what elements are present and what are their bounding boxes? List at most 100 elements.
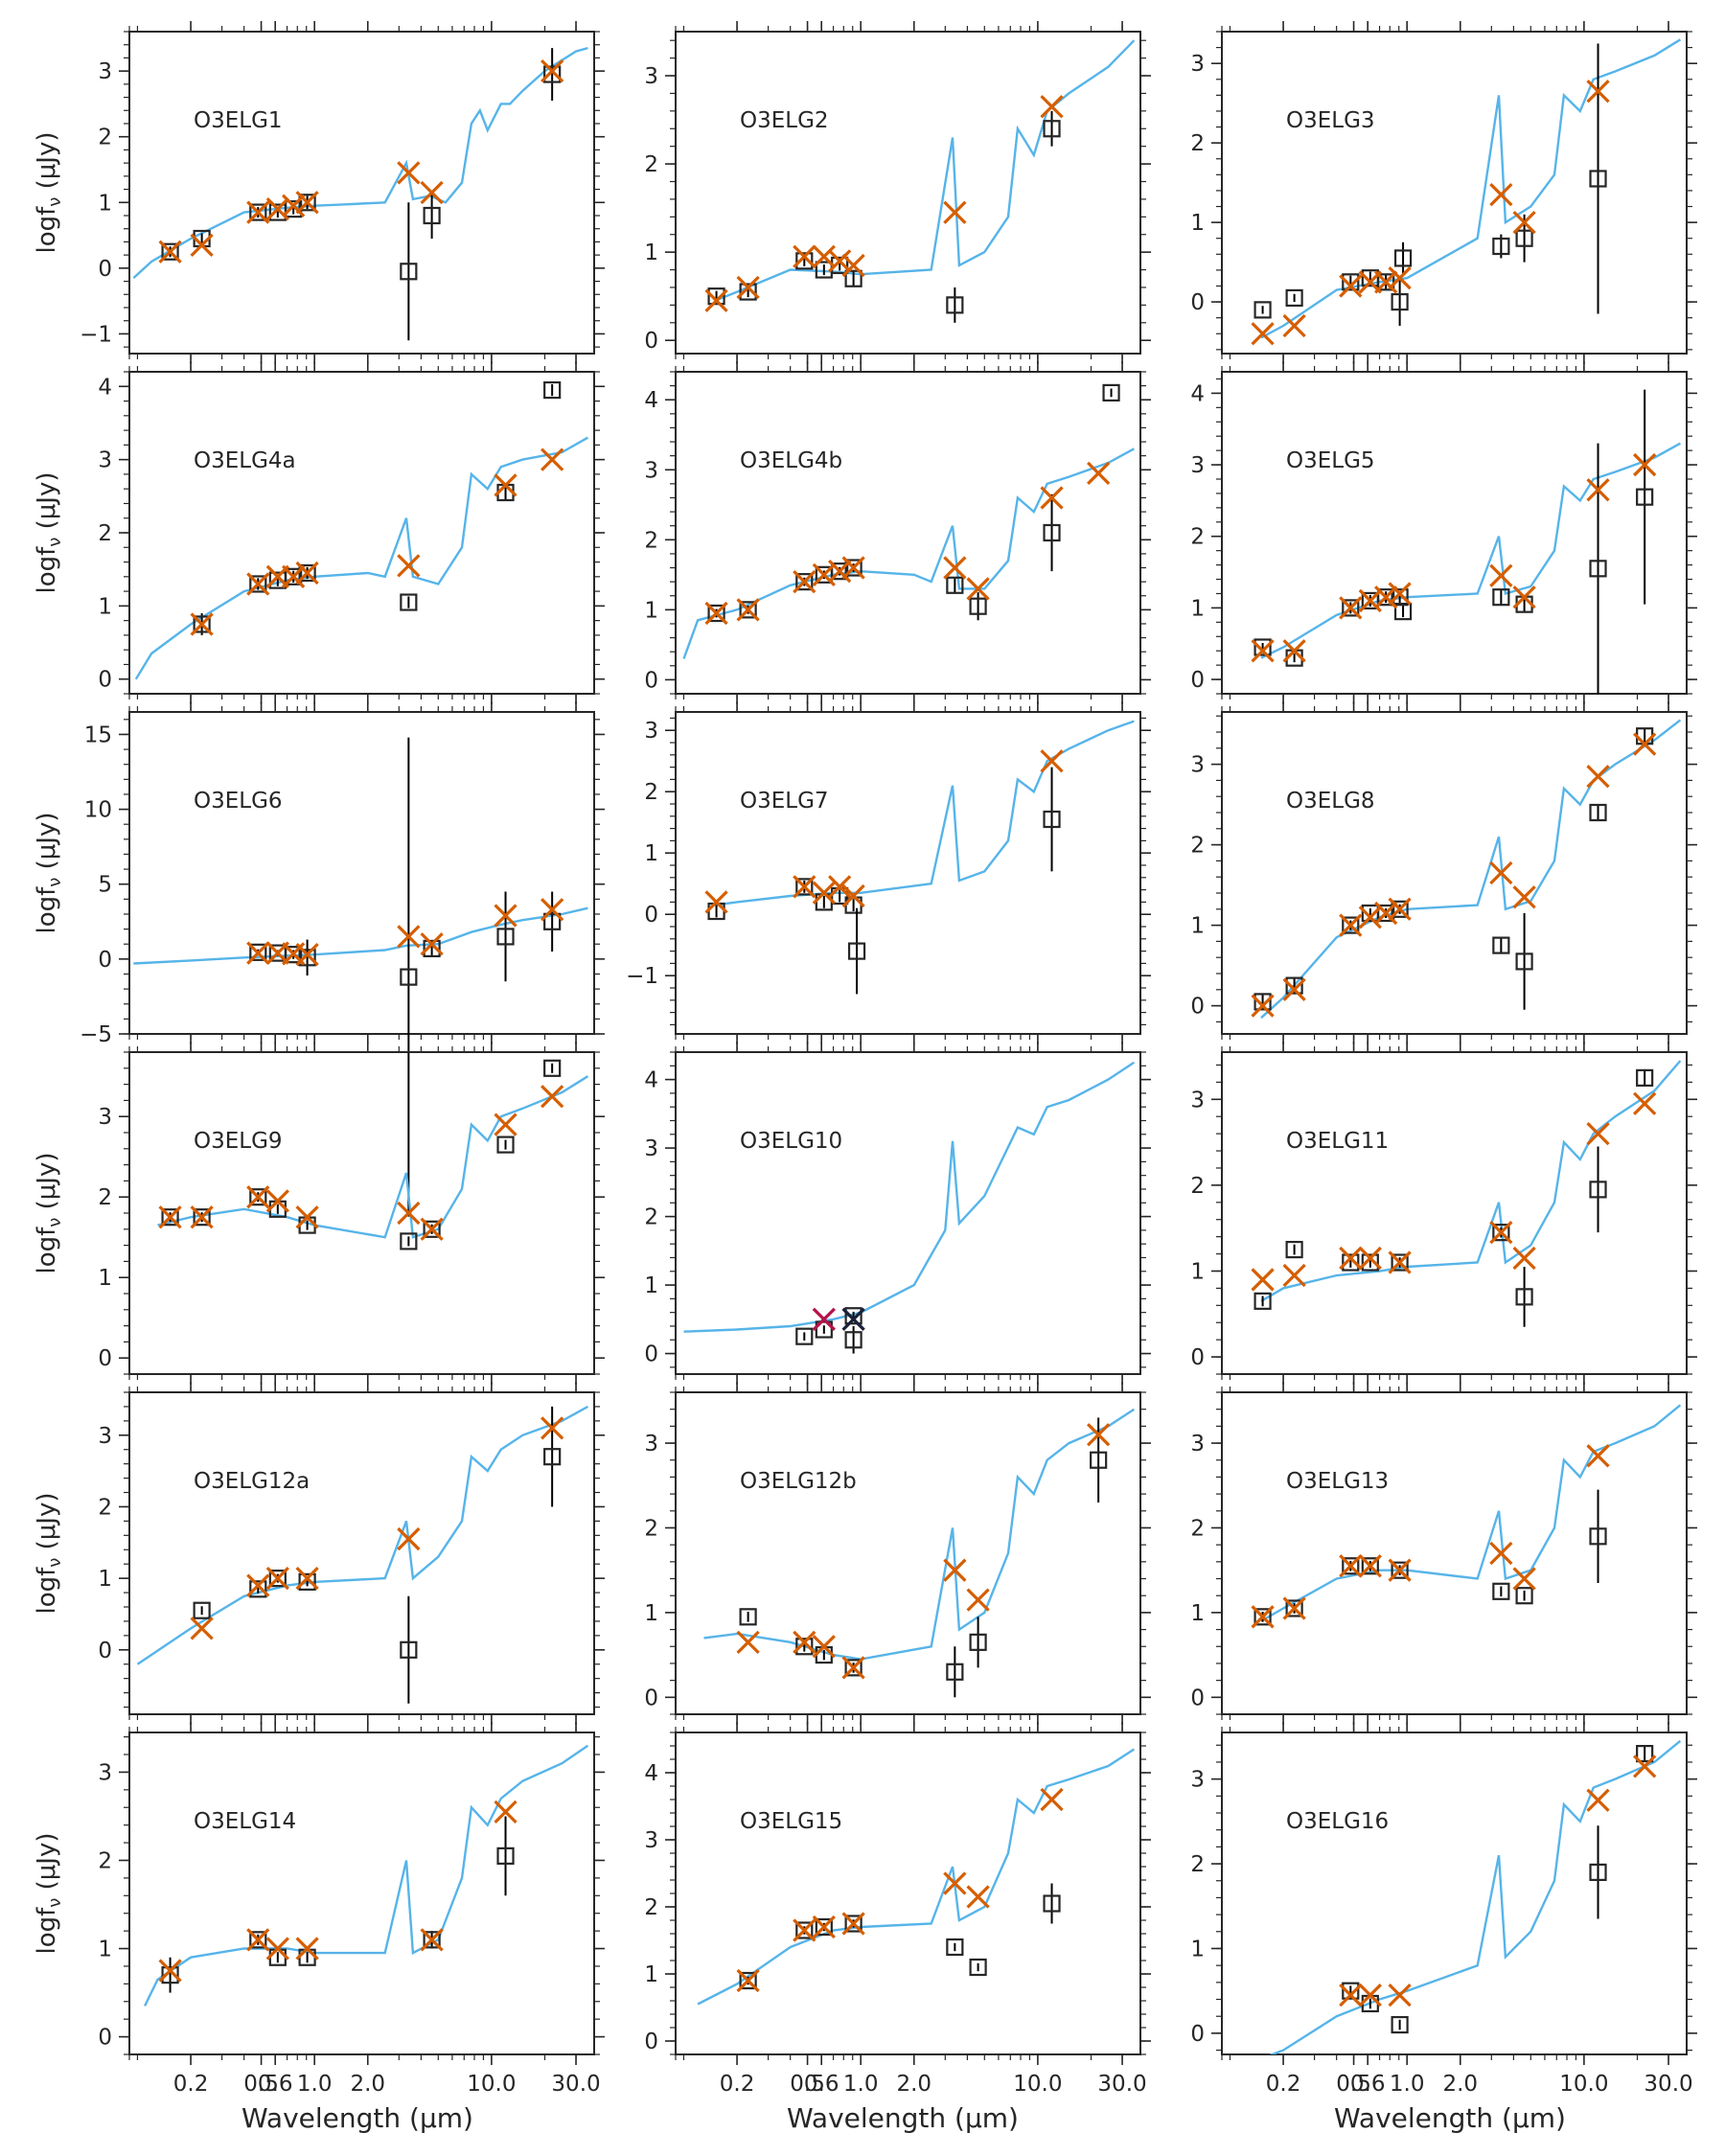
model-photometry-point xyxy=(1251,1268,1275,1292)
observed-point xyxy=(400,263,418,281)
panel-title: O3ELG6 xyxy=(194,789,283,814)
x-tick-label: 10.0 xyxy=(1013,2072,1062,2097)
sed-panel-o3elg15: 0.2 0.50.6 1.0 2.0 10.0 30.0 0 1 2 3 4 O3ELG15 xyxy=(644,1722,1151,2097)
sed-panel-o3elg2: 0 1 2 3 O3ELG2 xyxy=(644,21,1151,364)
y-axis-label: logfν (μJy) xyxy=(33,812,65,933)
observed-point xyxy=(844,1915,862,1933)
model-photometry-point xyxy=(190,1205,214,1229)
model-photometry-point xyxy=(943,1558,967,1582)
observed-point xyxy=(1043,523,1061,542)
y-tick-label: 2 xyxy=(644,1516,658,1541)
model-photometry-point xyxy=(1358,906,1382,929)
sed-panel-o3elg14: 0.2 0.50.6 1.0 2.0 10.0 30.0 0 1 2 3 logfν (μJy) O3… xyxy=(33,1722,605,2097)
y-tick-label: 0 xyxy=(1190,1345,1205,1370)
x-tick-label: 0.2 xyxy=(720,2072,755,2097)
model-photometry-point xyxy=(397,554,421,578)
observed-point xyxy=(298,1572,316,1591)
observed-point xyxy=(1102,383,1120,402)
x-tick-label: 2.0 xyxy=(896,2072,932,2097)
model-photometry-point xyxy=(420,1217,444,1241)
model-photometry-point xyxy=(158,240,182,264)
model-photometry-point xyxy=(246,572,270,596)
sed-panel-o3elg12b: 0 1 2 3 O3ELG12b xyxy=(644,1382,1151,1725)
y-tick-label: 1 xyxy=(98,1266,112,1291)
sed-panel-o3elg3: 0 1 2 3 O3ELG3 xyxy=(1190,21,1697,364)
observed-point xyxy=(1342,916,1360,934)
model-photometry-point xyxy=(295,1937,319,1961)
y-tick-label: 2 xyxy=(644,780,658,805)
model-sed-line xyxy=(144,1744,589,2007)
observed-point xyxy=(707,604,725,623)
model-photometry-point xyxy=(1282,1263,1306,1288)
observed-point xyxy=(1636,1745,1654,1763)
model-photometry-point xyxy=(793,244,816,268)
panel-title: O3ELG16 xyxy=(1286,1809,1389,1834)
model-photometry-point xyxy=(1586,478,1610,502)
y-tick-label: 0 xyxy=(1190,2022,1205,2047)
model-photometry-point xyxy=(1633,1091,1657,1115)
observed-point xyxy=(1492,1582,1510,1600)
y-tick-label: 5 xyxy=(98,873,112,898)
observed-point xyxy=(298,563,316,583)
panel-title: O3ELG5 xyxy=(1286,448,1375,473)
model-photometry-point xyxy=(1339,1983,1363,2007)
panel-title: O3ELG1 xyxy=(194,108,283,133)
model-sed-line xyxy=(697,1748,1136,2006)
model-photometry-point xyxy=(494,904,518,928)
observed-point xyxy=(1043,1894,1061,1913)
y-tick-label: 3 xyxy=(644,1828,658,1853)
sed-panel-o3elg13: 0 1 2 3 O3ELG13 xyxy=(1190,1382,1697,1725)
observed-point xyxy=(1589,803,1607,822)
observed-point xyxy=(249,203,267,221)
model-photometry-point xyxy=(1251,322,1275,346)
y-tick-label: 3 xyxy=(1190,753,1205,778)
y-tick-label: 3 xyxy=(1190,52,1205,77)
observed-point xyxy=(739,601,757,619)
y-tick-label: 1 xyxy=(98,191,112,216)
x-tick-label: 0.5 xyxy=(790,2072,825,2097)
model-photometry-point xyxy=(828,875,852,899)
x-tick-label: 30.0 xyxy=(1097,2072,1146,2097)
model-photometry-point xyxy=(158,1205,182,1229)
observed-point xyxy=(1393,249,1413,267)
x-axis-label: Wavelength (μm) xyxy=(787,2102,1019,2134)
observed-point xyxy=(795,878,814,896)
model-photometry-point xyxy=(1512,210,1536,235)
observed-point xyxy=(844,559,862,577)
y-tick-label: 3 xyxy=(1190,1432,1205,1456)
observed-point xyxy=(1636,1068,1654,1087)
observed-point xyxy=(1515,229,1533,247)
x-tick-label: 0.5 xyxy=(243,2072,279,2097)
model-photometry-point xyxy=(736,1968,760,1993)
model-photometry-point xyxy=(1339,596,1363,620)
y-tick-label: 0 xyxy=(644,2030,658,2054)
observed-point xyxy=(543,380,562,400)
model-photometry-point xyxy=(793,1630,816,1654)
observed-point xyxy=(969,597,987,615)
y-tick-label: 3 xyxy=(98,448,112,473)
model-photometry-point xyxy=(295,1566,319,1591)
observed-point xyxy=(844,1307,862,1325)
y-tick-label: 2 xyxy=(1190,834,1205,859)
model-photometry-point xyxy=(420,1928,444,1952)
x-tick-label: 1.0 xyxy=(1390,2072,1425,2097)
x-tick-label: 0.6 xyxy=(1350,2072,1386,2097)
model-photometry-point xyxy=(828,249,852,273)
plot-frame xyxy=(1221,1391,1688,1715)
model-photometry-point xyxy=(1388,897,1412,921)
observed-point xyxy=(423,206,441,225)
model-sed-line xyxy=(134,436,588,680)
plot-frame xyxy=(128,1391,595,1715)
y-tick-label: 4 xyxy=(644,388,658,413)
y-tick-label: 0 xyxy=(644,329,658,354)
observed-point xyxy=(1361,1557,1379,1575)
observed-point xyxy=(707,287,725,306)
model-photometry-point xyxy=(1358,1983,1382,2007)
panel-title: O3ELG14 xyxy=(194,1809,296,1834)
panel-title: O3ELG9 xyxy=(194,1129,283,1154)
model-photometry-point xyxy=(841,883,865,908)
sed-panel-o3elg4b: 0 1 2 3 4 O3ELG4b xyxy=(644,361,1151,704)
model-photometry-point xyxy=(1586,1444,1610,1468)
observed-point xyxy=(1254,1608,1272,1626)
model-photometry-point xyxy=(1282,977,1306,1001)
